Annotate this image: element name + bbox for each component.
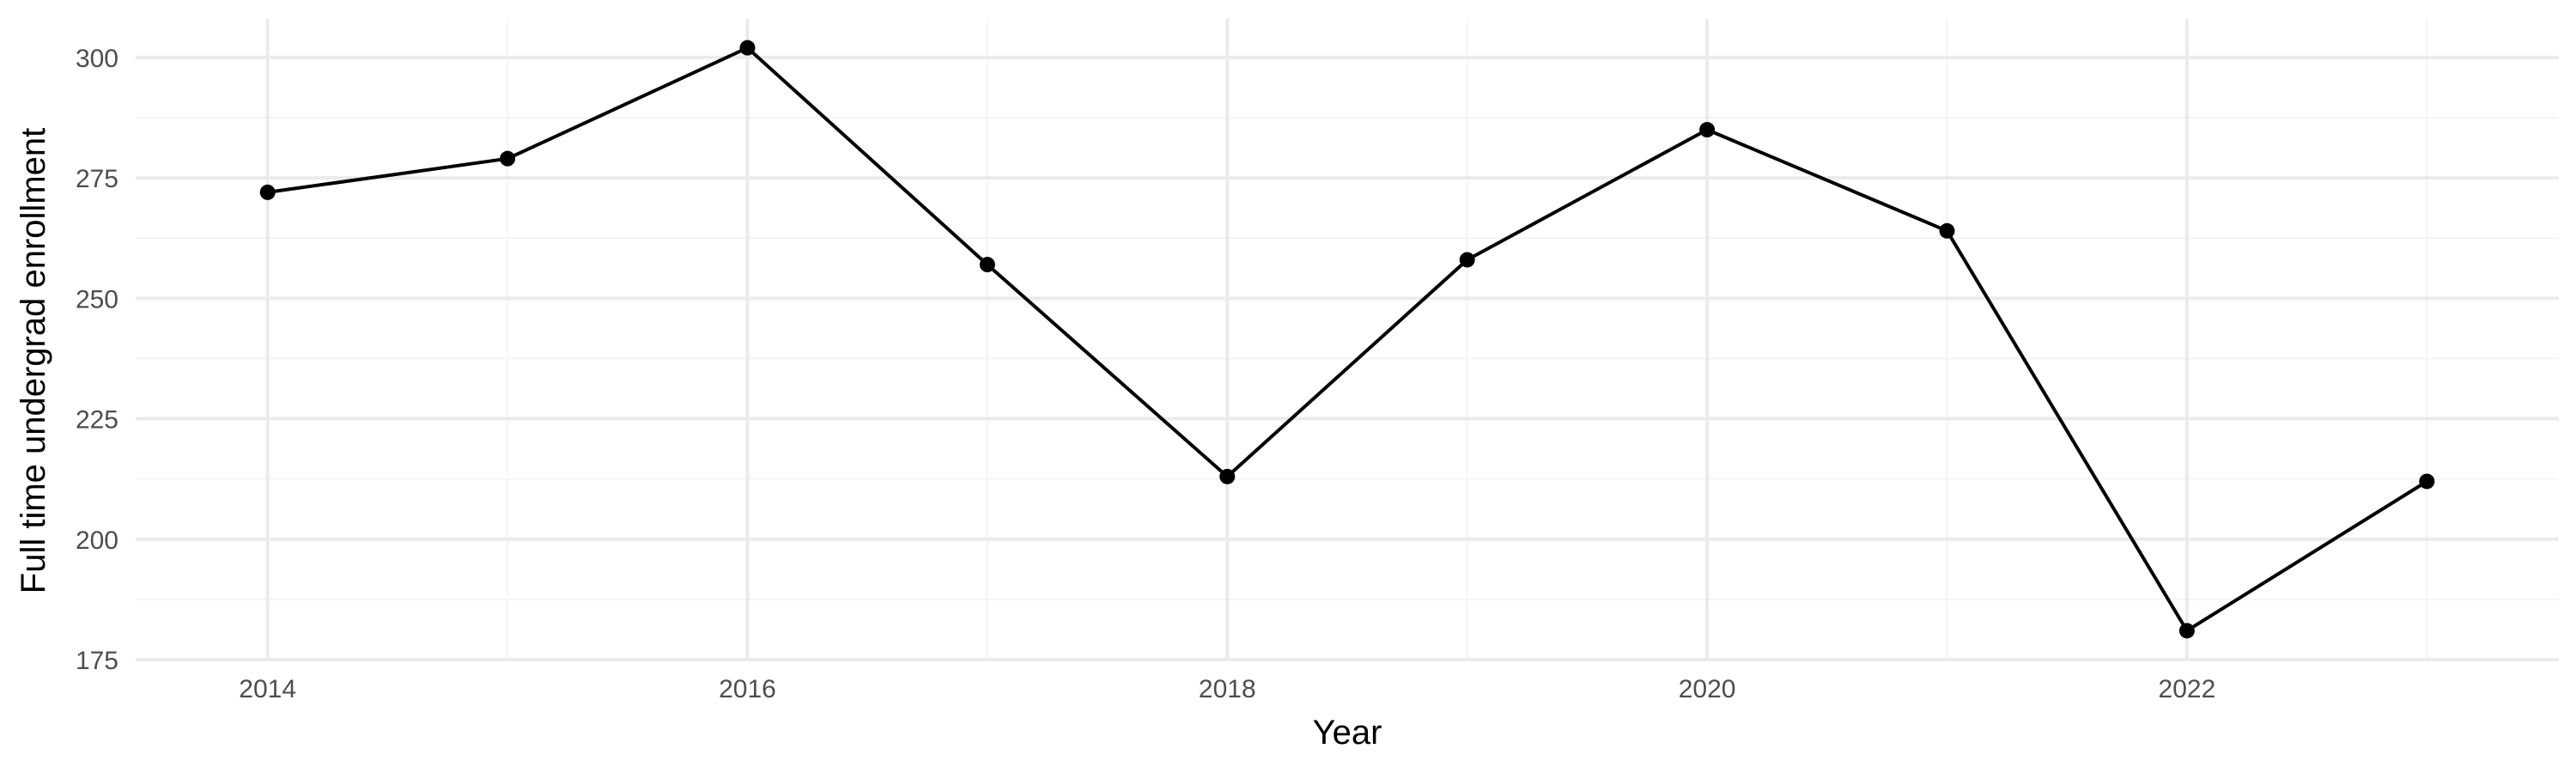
data-point [1939,222,1955,239]
minor-gridlines [136,19,2559,660]
x-tick-label: 2016 [719,675,776,703]
data-point [2419,473,2435,490]
x-tick-label: 2020 [1679,675,1736,703]
data-series [259,40,2435,639]
y-axis-title: Full time undergrad enrollment [15,128,52,593]
data-point [2178,623,2195,639]
major-gridlines [136,19,2559,661]
data-point [739,40,756,56]
x-tick-label: 2018 [1199,675,1256,703]
y-tick-label: 225 [76,406,118,435]
y-axis-tick-labels: 175 200 225 250 275 300 [76,45,118,675]
x-axis-title: Year [1313,714,1382,752]
y-tick-label: 200 [76,526,118,555]
x-tick-label: 2014 [239,675,296,703]
y-tick-label: 250 [76,285,118,313]
data-point [1219,468,1236,484]
data-point [1459,252,1475,268]
data-point [500,150,516,167]
series-line [265,46,2429,633]
x-tick-label: 2022 [2159,675,2216,703]
data-point [259,184,276,200]
data-point [1699,122,1716,138]
data-point [979,257,995,273]
y-tick-label: 275 [76,165,118,193]
x-axis-tick-labels: 2014 2016 2018 2020 2022 [239,675,2215,703]
y-tick-label: 175 [76,647,118,675]
y-tick-label: 300 [76,45,118,73]
